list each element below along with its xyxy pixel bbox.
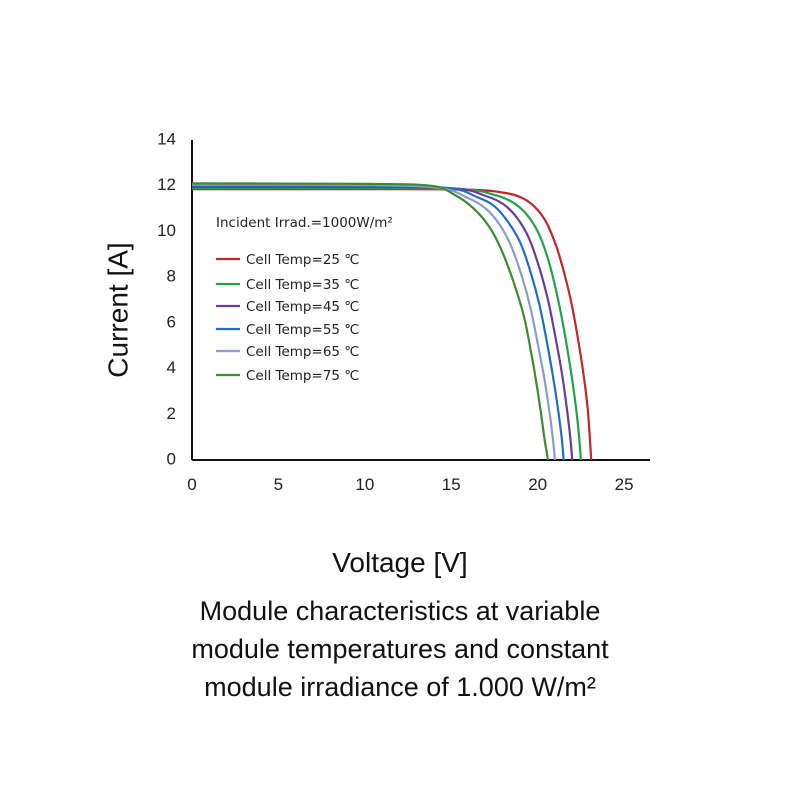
series-line-5 <box>191 183 556 461</box>
legend-label-4: Cell Temp=55 ℃ <box>246 322 359 338</box>
legend-label-1: Cell Temp=25 ℃ <box>246 252 359 268</box>
x-tick-label: 0 <box>187 475 196 494</box>
y-tick-label: 8 <box>167 267 176 286</box>
x-tick-label: 20 <box>528 475 547 494</box>
legend: Cell Temp=25 ℃ Cell Temp=35 ℃ Cell Temp=45… <box>216 252 359 384</box>
legend-label-5: Cell Temp=65 ℃ <box>246 344 359 360</box>
legend-label-3: Cell Temp=45 ℃ <box>246 299 359 315</box>
y-axis-label: Current [A] <box>102 242 133 377</box>
x-axis-label: Voltage [V] <box>332 547 468 578</box>
y-tick-label: 10 <box>157 221 176 240</box>
legend-label-6: Cell Temp=75 ℃ <box>246 368 359 384</box>
x-tick-label: 15 <box>442 475 461 494</box>
y-tick-label: 12 <box>157 175 176 194</box>
y-tick-label: 6 <box>167 312 176 331</box>
caption-line-3: module irradiance of 1.000 W/m² <box>204 672 596 702</box>
y-tick-label: 4 <box>167 358 176 377</box>
axes <box>191 140 650 461</box>
legend-label-2: Cell Temp=35 ℃ <box>246 277 359 293</box>
x-tick-label: 5 <box>274 475 283 494</box>
irradiance-annotation: Incident Irrad.=1000W/m² <box>216 215 393 231</box>
y-tick-label: 2 <box>167 404 176 423</box>
x-tick-label: 10 <box>355 475 374 494</box>
caption-line-1: Module characteristics at variable <box>199 596 601 626</box>
iv-curves <box>191 182 593 461</box>
x-tick-labels: 0 5 10 15 20 25 <box>187 475 633 494</box>
figure-caption: Module characteristics at variable modul… <box>0 592 800 706</box>
y-tick-labels: 0 2 4 6 8 10 12 14 <box>157 129 176 468</box>
iv-curve-chart: 0 2 4 6 8 10 12 14 0 5 10 15 20 25 Current [A] Incid… <box>102 129 650 494</box>
x-tick-label: 25 <box>615 475 634 494</box>
y-tick-label: 0 <box>167 449 176 468</box>
caption-line-2: module temperatures and constant <box>191 634 609 664</box>
y-tick-label: 14 <box>157 129 176 148</box>
series-line-6 <box>191 182 550 461</box>
